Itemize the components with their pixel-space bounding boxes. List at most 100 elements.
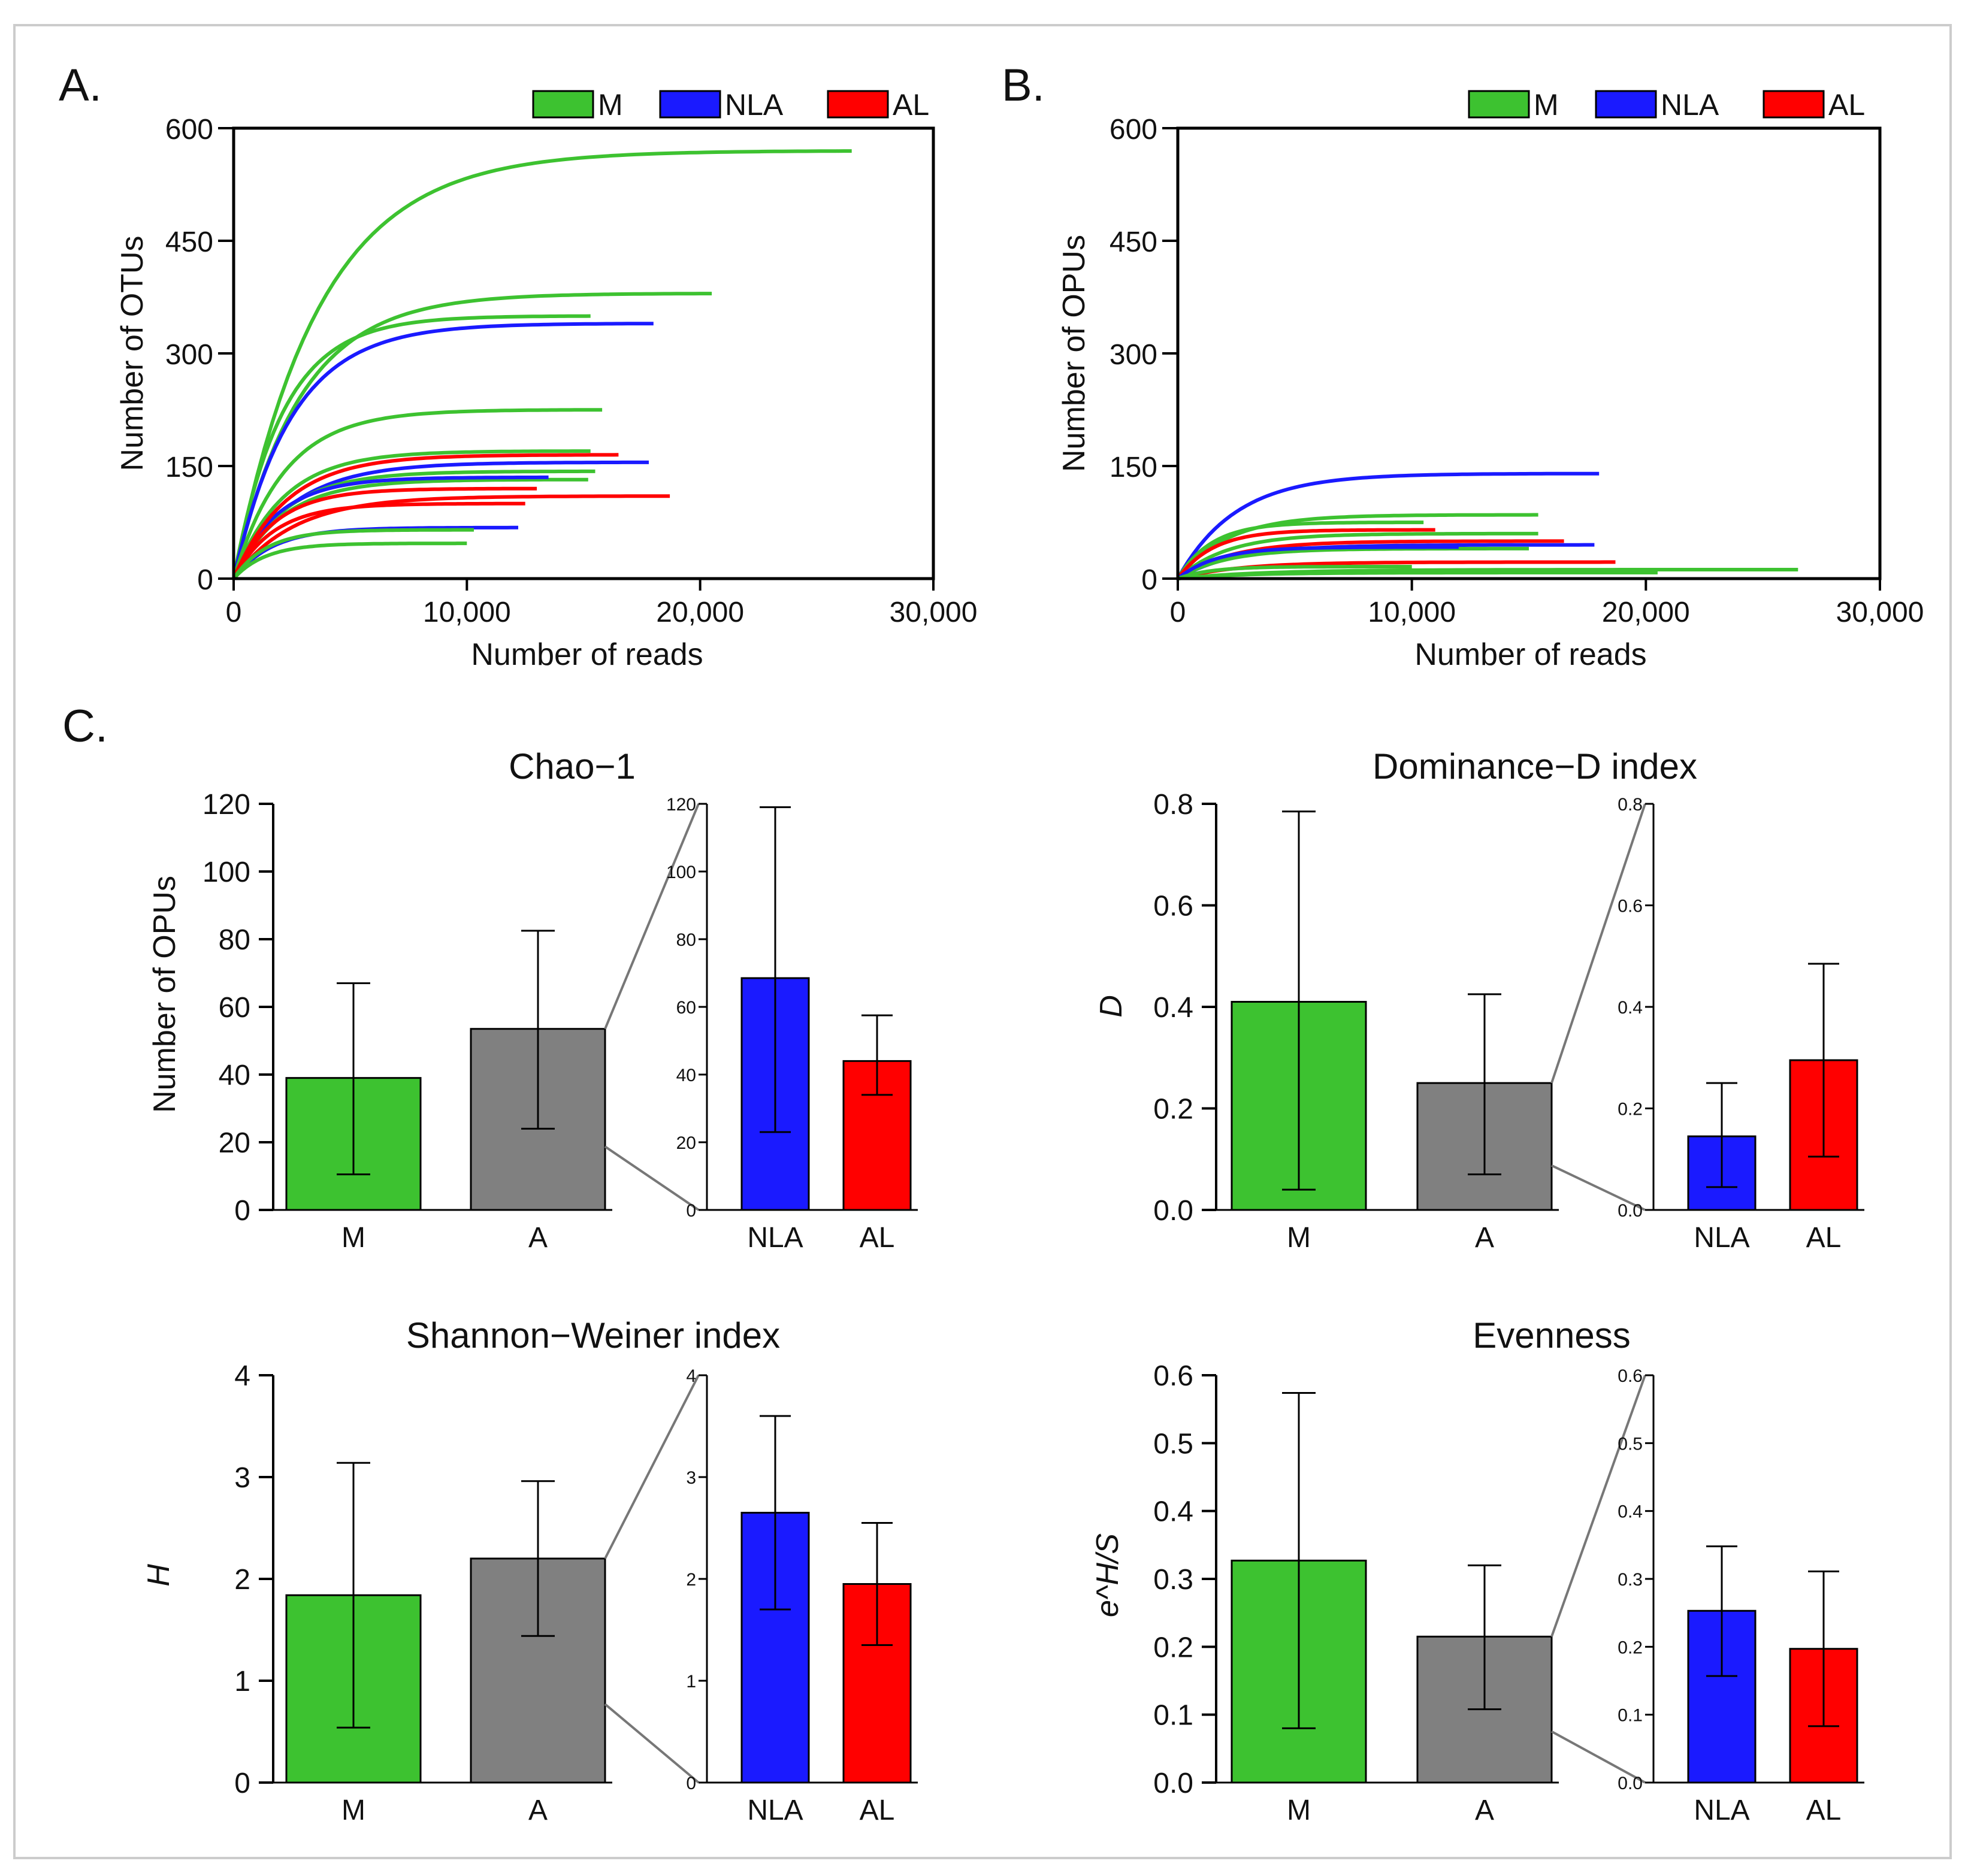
shannon-weiner-x-label-m: M bbox=[341, 1795, 365, 1826]
evenness-y-tick-label: 0.4 bbox=[1153, 1496, 1193, 1528]
panel-a-letter: A. bbox=[59, 60, 102, 111]
panel-a-curve-m bbox=[232, 149, 852, 579]
panel-a-legend-label-nla: NLA bbox=[725, 88, 784, 122]
evenness-y-tick-label: 0.2 bbox=[1153, 1632, 1193, 1663]
evenness-y-axis-label: e^H/S bbox=[1090, 1533, 1125, 1617]
panel-a-legend-label-al: AL bbox=[893, 88, 929, 122]
chao1-inset-x-label-nla: NLA bbox=[747, 1222, 803, 1254]
panel-a-legend-swatch-nla bbox=[659, 90, 721, 119]
chao1-y-tick-label: 20 bbox=[219, 1127, 250, 1159]
evenness-zoom-connector-top bbox=[1550, 1375, 1646, 1638]
dominance-d-inset-x-label-nla: NLA bbox=[1694, 1222, 1749, 1254]
evenness-inset-y-tick-label: 0.0 bbox=[1618, 1774, 1643, 1793]
shannon-weiner-y-tick-label: 4 bbox=[234, 1360, 250, 1392]
chao1-inset-y-tick-label: 100 bbox=[666, 863, 696, 882]
chao1-zoom-connector-bottom bbox=[604, 1145, 700, 1211]
panel-a-curve-m bbox=[232, 292, 712, 579]
evenness-y-tick-label: 0.6 bbox=[1153, 1360, 1193, 1392]
chao1-y-tick-label: 60 bbox=[219, 992, 250, 1024]
chao1-y-tick-label: 0 bbox=[234, 1195, 250, 1227]
shannon-weiner-inset-y-tick-label: 0 bbox=[686, 1774, 696, 1793]
panel-a-legend-swatch-m bbox=[532, 90, 594, 119]
panel-b-curve-m bbox=[1176, 521, 1424, 580]
panel-a-legend-swatch-al bbox=[827, 90, 889, 119]
dominance-d-x-label-a: A bbox=[1475, 1222, 1494, 1254]
shannon-weiner-y-tick-label: 3 bbox=[234, 1462, 250, 1494]
evenness-chart: Evenness e^H/S 0.0 0.1 0.2 0.3 0.4 0.5 0.6 M A 0.… bbox=[1090, 1315, 1864, 1826]
dominance-d-y-tick-label: 0.2 bbox=[1153, 1094, 1193, 1125]
panel-b-y-tick-label: 150 bbox=[1110, 452, 1157, 483]
panel-b-x-tick-label: 0 bbox=[1170, 597, 1186, 628]
chao1-y-tick-label: 100 bbox=[202, 857, 250, 888]
panel-a-y-tick-label: 450 bbox=[165, 226, 213, 258]
evenness-zoom-connector-bottom bbox=[1551, 1730, 1646, 1784]
panel-a-legend-label-m: M bbox=[598, 88, 623, 122]
chao1-y-axis-label: Number of OPUs bbox=[147, 876, 182, 1113]
panel-a-curve-al bbox=[232, 494, 670, 580]
panel-b-curve-nla bbox=[1177, 545, 1459, 580]
panel-a-x-tick-label: 20,000 bbox=[656, 597, 744, 628]
panel-b-x-axis-label: Number of reads bbox=[1414, 637, 1646, 672]
panel-a-curve-nla bbox=[232, 322, 654, 579]
dominance-d-y-tick-label: 0.6 bbox=[1153, 891, 1193, 922]
dominance-d-zoom-connector-top bbox=[1550, 803, 1646, 1084]
evenness-inset-x-label-al: AL bbox=[1806, 1795, 1842, 1826]
shannon-weiner-y-tick-label: 1 bbox=[234, 1666, 250, 1698]
panel-b-y-tick-label: 450 bbox=[1110, 226, 1157, 258]
shannon-weiner-inset-x-label-nla: NLA bbox=[747, 1795, 803, 1826]
shannon-weiner-inset-x-label-al: AL bbox=[860, 1795, 895, 1826]
panel-b-curve-al bbox=[1176, 528, 1435, 580]
panel-b-axes: 0 10,000 20,000 30,000 0 150 300 450 600 bbox=[1110, 114, 1924, 628]
panel-a-x-axis-label: Number of reads bbox=[471, 637, 703, 672]
dominance-d-title: Dominance−D index bbox=[1373, 746, 1697, 786]
shannon-weiner-inset-y-tick-label: 2 bbox=[686, 1570, 696, 1590]
dominance-d-x-label-m: M bbox=[1287, 1222, 1311, 1254]
shannon-weiner-y-tick-label: 2 bbox=[234, 1564, 250, 1596]
figure-frame bbox=[13, 24, 1952, 1859]
panel-b-legend-swatch-m bbox=[1468, 90, 1530, 119]
panel-b-legend-label-m: M bbox=[1534, 88, 1559, 122]
panel-a-rarefaction-otus: A. M NLA AL 0 10,000 20,000 30,000 0 150 300 450 6… bbox=[59, 60, 977, 672]
panel-a-curve-nla bbox=[232, 475, 549, 580]
panel-a-curves bbox=[232, 149, 852, 580]
panel-b-curve-m bbox=[1177, 565, 1412, 580]
chao1-inset-y-tick-label: 40 bbox=[676, 1066, 696, 1085]
panel-b-curve-m bbox=[1177, 546, 1529, 580]
shannon-weiner-zoom-connector-bottom bbox=[604, 1703, 700, 1784]
chao1-inset-y-tick-label: 80 bbox=[676, 930, 696, 950]
panel-b-legend-label-al: AL bbox=[1828, 88, 1865, 122]
dominance-d-y-tick-label: 0.8 bbox=[1153, 789, 1193, 821]
panel-a-y-tick-label: 150 bbox=[165, 452, 213, 483]
panel-b-y-tick-label: 0 bbox=[1141, 564, 1157, 596]
shannon-weiner-zoom-connector-top bbox=[604, 1375, 700, 1559]
panel-b-x-tick-label: 20,000 bbox=[1602, 597, 1690, 628]
shannon-weiner-inset-y-tick-label: 4 bbox=[686, 1366, 696, 1386]
panel-b-curve-nla bbox=[1176, 471, 1600, 580]
panel-b-legend-swatch-nla bbox=[1595, 90, 1657, 119]
evenness-y-tick-label: 0.3 bbox=[1153, 1564, 1193, 1596]
shannon-weiner-y-axis-label: H bbox=[141, 1564, 176, 1587]
panel-b-legend-label-nla: NLA bbox=[1661, 88, 1719, 122]
panel-b-curve-m bbox=[1177, 571, 1658, 580]
chao1-inset-y-tick-label: 120 bbox=[666, 795, 696, 815]
panel-b-x-tick-label: 30,000 bbox=[1836, 597, 1924, 628]
chao1-chart: Chao−1 Number of OPUs 0 20 40 60 80 100 120 M A 0… bbox=[147, 746, 918, 1254]
panel-b-y-axis-label: Number of OPUs bbox=[1057, 235, 1092, 472]
dominance-d-inset-y-tick-label: 0.6 bbox=[1618, 897, 1643, 916]
panel-a-curve-al bbox=[232, 486, 537, 580]
chao1-inset-y-tick-label: 60 bbox=[676, 998, 696, 1018]
shannon-weiner-x-label-a: A bbox=[528, 1795, 548, 1826]
chao1-title: Chao−1 bbox=[509, 746, 636, 786]
chao1-zoom-connector-top bbox=[604, 803, 700, 1030]
panel-c-letter: C. bbox=[62, 701, 108, 752]
panel-a-x-tick-label: 10,000 bbox=[423, 597, 511, 628]
evenness-inset-y-tick-label: 0.3 bbox=[1618, 1570, 1643, 1590]
evenness-x-label-m: M bbox=[1287, 1795, 1311, 1826]
panel-b-y-tick-label: 300 bbox=[1110, 339, 1157, 371]
dominance-d-inset-y-tick-label: 0.8 bbox=[1618, 795, 1643, 815]
dominance-d-chart: Dominance−D index D 0.0 0.2 0.4 0.6 0.8 M A 0.0… bbox=[1094, 746, 1864, 1254]
chao1-y-tick-label: 80 bbox=[219, 924, 250, 956]
shannon-weiner-inset-y-tick-label: 3 bbox=[686, 1468, 696, 1488]
panel-b-curve-m bbox=[1176, 513, 1538, 580]
